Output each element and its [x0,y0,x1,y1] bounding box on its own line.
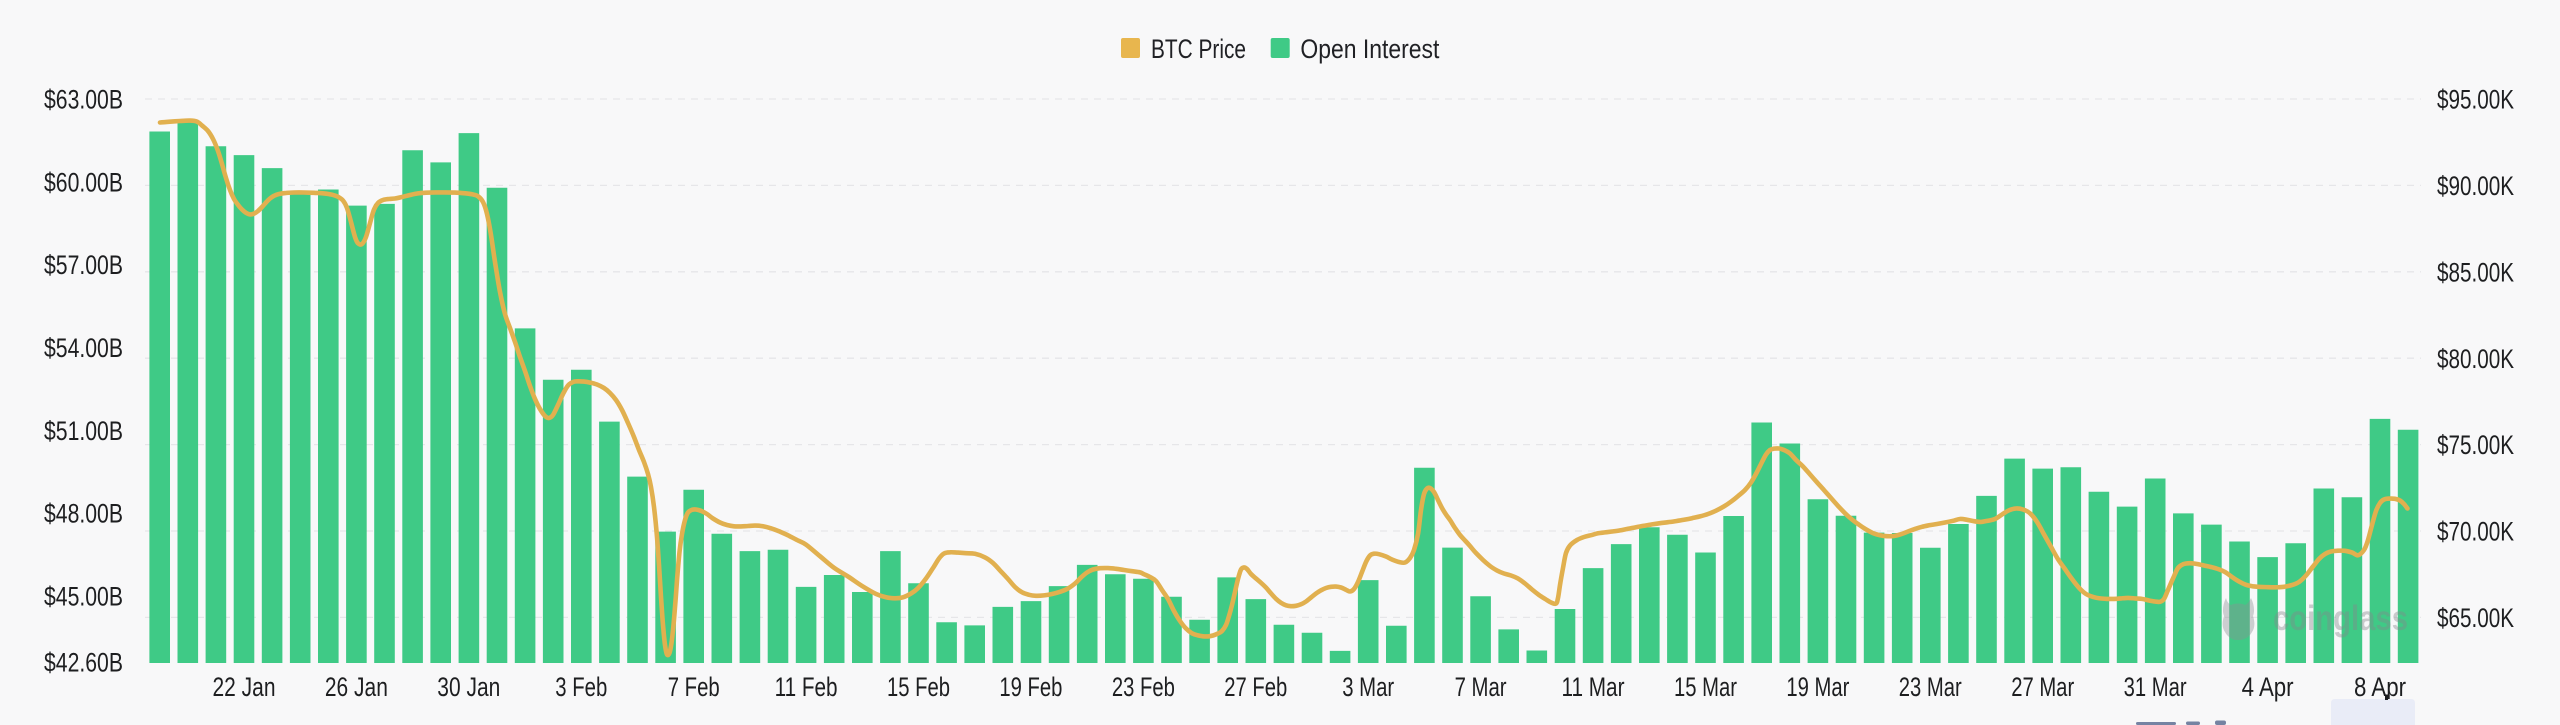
svg-text:$57.00B: $57.00B [44,250,123,280]
svg-text:30 Jan: 30 Jan [437,672,500,702]
svg-text:coinglass: coinglass [2273,599,2408,638]
svg-text:$80.00K: $80.00K [2437,344,2514,374]
svg-text:BTC Price: BTC Price [1151,34,1246,64]
svg-text:27 Feb: 27 Feb [1224,672,1287,702]
svg-text:$48.00B: $48.00B [44,499,123,529]
svg-text:8 Apr: 8 Apr [2354,672,2406,702]
svg-text:23 Mar: 23 Mar [1899,672,1962,702]
svg-text:3 Feb: 3 Feb [555,672,607,702]
svg-text:$63.00B: $63.00B [44,85,123,115]
svg-text:19 Mar: 19 Mar [1786,672,1849,702]
svg-text:7 Mar: 7 Mar [1455,672,1507,702]
svg-text:7 Feb: 7 Feb [668,672,720,702]
svg-text:3 Mar: 3 Mar [1342,672,1394,702]
svg-text:11 Feb: 11 Feb [775,672,838,702]
svg-text:$85.00K: $85.00K [2437,257,2514,287]
svg-text:$90.00K: $90.00K [2437,171,2514,201]
svg-text:$60.00B: $60.00B [44,167,123,197]
svg-text:22 Jan: 22 Jan [213,672,276,702]
svg-text:27 Mar: 27 Mar [2011,672,2074,702]
svg-text:11 Mar: 11 Mar [1562,672,1625,702]
svg-text:$51.00B: $51.00B [44,416,123,446]
svg-text:$95.00K: $95.00K [2437,85,2514,115]
svg-text:19 Feb: 19 Feb [999,672,1062,702]
svg-text:$45.00B: $45.00B [44,581,123,611]
svg-text:23 Feb: 23 Feb [1112,672,1175,702]
svg-text:$75.00K: $75.00K [2437,430,2514,460]
svg-text:$54.00B: $54.00B [44,333,123,363]
svg-text:Open Interest: Open Interest [1300,34,1439,64]
svg-text:$70.00K: $70.00K [2437,517,2514,547]
svg-text:31 Mar: 31 Mar [2124,672,2187,702]
svg-text:15 Mar: 15 Mar [1674,672,1737,702]
svg-text:26 Jan: 26 Jan [325,672,388,702]
svg-text:$65.00K: $65.00K [2437,603,2514,633]
svg-text:4 Apr: 4 Apr [2242,672,2294,702]
svg-text:15 Feb: 15 Feb [887,672,950,702]
svg-text:$42.60B: $42.60B [44,648,123,678]
